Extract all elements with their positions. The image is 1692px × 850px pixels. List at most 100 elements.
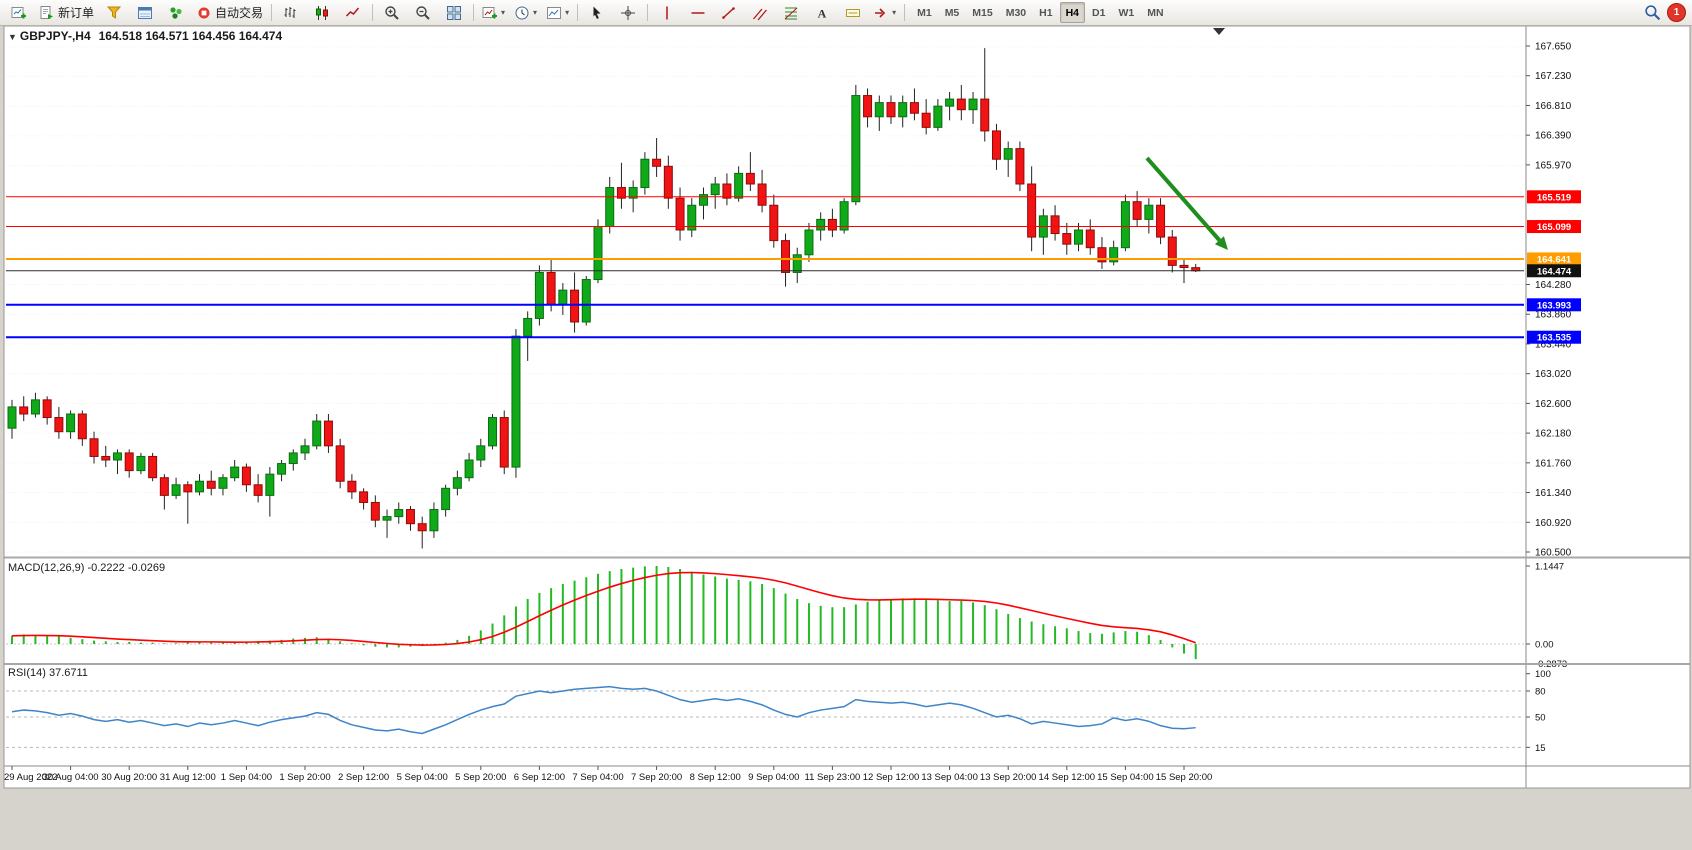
price-tag [1527, 264, 1581, 278]
horizontal-line-tool-button[interactable] [683, 1, 713, 24]
fibonacci-icon [784, 7, 798, 19]
svg-text:0.00: 0.00 [1535, 640, 1554, 651]
toolbar-separator [577, 4, 579, 21]
price-tag [1527, 252, 1581, 266]
templates-icon [547, 6, 562, 19]
toolbar-separator [372, 4, 374, 21]
svg-text:100: 100 [1535, 669, 1551, 680]
svg-text:1 Sep 20:00: 1 Sep 20:00 [279, 772, 330, 783]
label-tool-button[interactable] [838, 1, 868, 24]
chart-symbol-period: GBPJPY-,H4 [19, 29, 91, 43]
svg-text:163.020: 163.020 [1535, 369, 1572, 380]
timeframe-m30[interactable]: M30 [1005, 6, 1027, 19]
vertical-line-tool-button[interactable] [652, 1, 682, 24]
svg-text:5 Sep 04:00: 5 Sep 04:00 [397, 772, 448, 783]
timeframe-mn[interactable]: MN [1147, 6, 1164, 19]
new-order-button[interactable]: 新订单 [35, 1, 98, 24]
crosshair-tool-button[interactable] [613, 1, 643, 24]
templates-dropdown-button[interactable]: ▾ [542, 1, 573, 24]
periods-dropdown-button[interactable]: ▾ [510, 1, 541, 24]
svg-text:7 Sep 20:00: 7 Sep 20:00 [631, 772, 682, 783]
svg-text:5 Sep 20:00: 5 Sep 20:00 [455, 772, 506, 783]
new-chart-button[interactable] [4, 1, 34, 24]
tile-windows-button[interactable] [439, 1, 469, 24]
timeframe-m5[interactable]: M5 [944, 6, 960, 19]
data-window-button[interactable] [130, 1, 160, 24]
svg-text:50: 50 [1535, 713, 1546, 724]
channel-tool-button[interactable] [745, 1, 775, 24]
svg-text:31 Aug 12:00: 31 Aug 12:00 [160, 772, 216, 783]
channel-icon [753, 8, 768, 20]
price-tag [1527, 298, 1581, 312]
candlestick-mode-button[interactable] [307, 1, 337, 24]
search-icon[interactable] [1644, 4, 1661, 21]
navigator-icon [170, 6, 182, 19]
cursor-tool-button[interactable] [582, 1, 612, 24]
bar-chart-mode-button[interactable] [276, 1, 306, 24]
svg-text:165.970: 165.970 [1535, 160, 1572, 171]
svg-text:163.860: 163.860 [1535, 310, 1572, 321]
svg-text:161.340: 161.340 [1535, 488, 1572, 499]
shapes-dropdown-button[interactable]: ▾ [869, 1, 900, 24]
new-order-label: 新订单 [58, 6, 95, 20]
chart-shift-marker[interactable] [1213, 28, 1225, 35]
price-tag [1527, 330, 1581, 344]
chart-window: 167.650 167.230 166.810 166.390 165.970 164.2… [0, 26, 1692, 850]
toolbar-separator [271, 4, 273, 21]
svg-text:7 Sep 04:00: 7 Sep 04:00 [572, 772, 623, 783]
tile-windows-icon [447, 5, 462, 20]
svg-text:167.230: 167.230 [1535, 71, 1572, 82]
main-toolbar: 新订单 自动交易 ▾ ▾ ▾ [0, 0, 1692, 26]
svg-text:6 Sep 12:00: 6 Sep 12:00 [514, 772, 565, 783]
notification-count: 1 [1673, 7, 1680, 18]
timeframe-w1[interactable]: W1 [1118, 6, 1135, 19]
clock-icon [515, 6, 529, 19]
svg-text:80: 80 [1535, 686, 1546, 697]
new-chart-icon [11, 6, 26, 18]
candlestick-icon [316, 5, 329, 20]
timeframe-h1[interactable]: H1 [1039, 6, 1053, 19]
timeframe-h4[interactable]: H4 [1059, 2, 1086, 23]
line-chart-mode-button[interactable] [338, 1, 368, 24]
svg-text:163.993: 163.993 [1537, 300, 1571, 311]
dropdown-caret-icon: ▾ [501, 7, 506, 17]
indicators-icon [482, 6, 498, 18]
zoom-in-button[interactable] [377, 1, 407, 24]
arrow-shape-icon [875, 7, 886, 18]
trend-arrow-annotation[interactable] [1145, 156, 1221, 242]
trendline-tool-button[interactable] [714, 1, 744, 24]
svg-text:160.920: 160.920 [1535, 518, 1572, 529]
chart-menu-icon[interactable]: ▼ [8, 32, 17, 42]
timeframe-m1[interactable]: M1 [917, 6, 932, 19]
svg-text:15 Sep 20:00: 15 Sep 20:00 [1156, 772, 1213, 783]
notification-badge[interactable]: 1 [1667, 3, 1686, 22]
macd-signal-line [11, 571, 1196, 646]
svg-text:162.180: 162.180 [1535, 429, 1572, 440]
text-icon: A [818, 6, 827, 20]
navigator-button[interactable] [161, 1, 191, 24]
text-tool-button[interactable]: A [807, 1, 837, 24]
zoom-out-button[interactable] [408, 1, 438, 24]
toolbar-separator [647, 4, 649, 21]
svg-text:1 Sep 04:00: 1 Sep 04:00 [221, 772, 272, 783]
svg-text:165.519: 165.519 [1537, 192, 1571, 203]
toolbar-separator [904, 4, 906, 21]
dropdown-caret-icon: ▾ [533, 7, 538, 17]
price-chart-canvas[interactable]: 167.650 167.230 166.810 166.390 165.970 164.2… [0, 26, 1692, 850]
market-watch-button[interactable] [99, 1, 129, 24]
svg-text:164.474: 164.474 [1537, 266, 1572, 277]
data-window-icon [138, 6, 153, 19]
indicators-dropdown-button[interactable]: ▾ [478, 1, 509, 24]
line-chart-icon [346, 7, 360, 17]
dropdown-caret-icon: ▾ [565, 7, 570, 17]
candles [7, 48, 1201, 549]
svg-text:161.760: 161.760 [1535, 458, 1572, 469]
dropdown-caret-icon: ▾ [892, 7, 897, 17]
auto-trading-button[interactable]: 自动交易 [192, 1, 267, 24]
svg-text:166.390: 166.390 [1535, 131, 1572, 142]
svg-text:163.535: 163.535 [1537, 333, 1572, 344]
timeframe-d1[interactable]: D1 [1092, 6, 1106, 19]
timeframe-m15[interactable]: M15 [972, 6, 993, 19]
fibonacci-tool-button[interactable] [776, 1, 806, 24]
svg-text:164.641: 164.641 [1537, 254, 1572, 265]
